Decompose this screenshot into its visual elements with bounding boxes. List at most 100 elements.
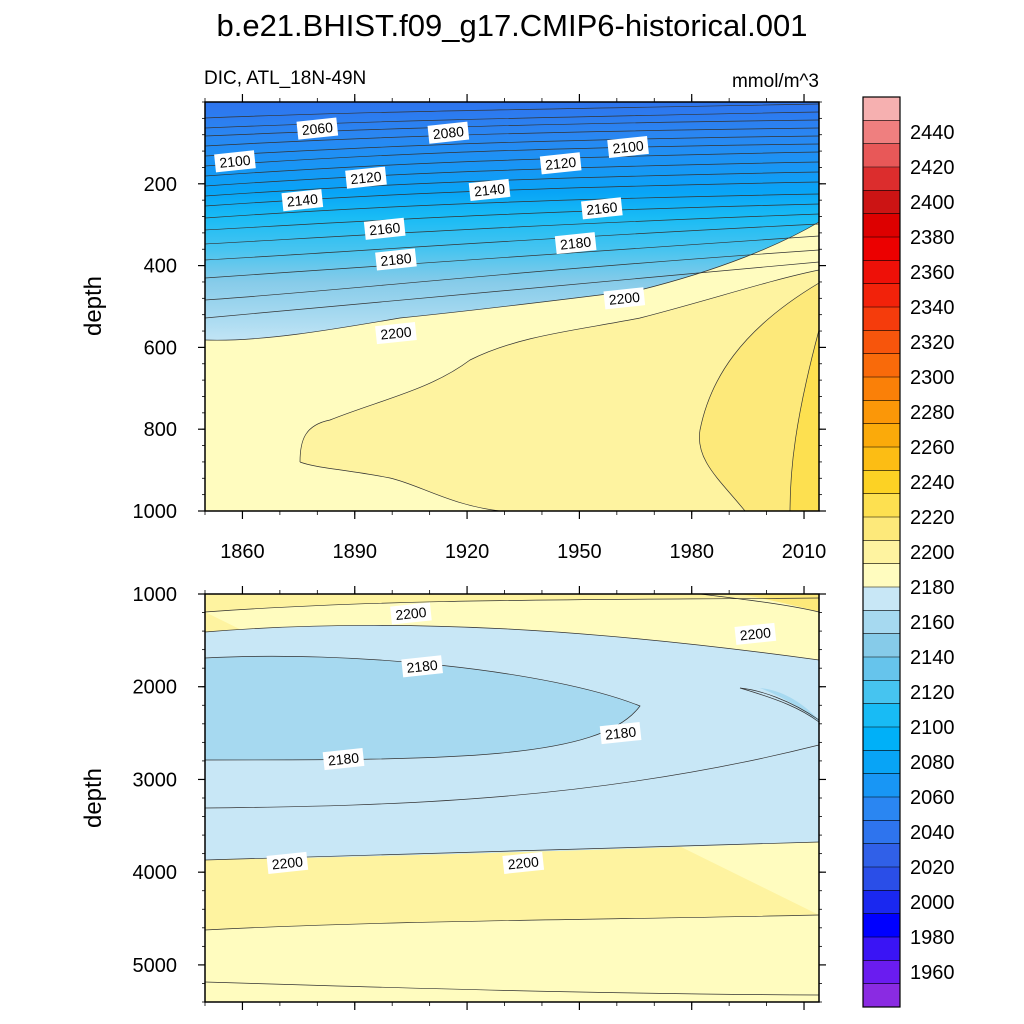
contour-label-text: 2180 [604, 723, 637, 742]
colorbar-label: 2320 [910, 332, 955, 354]
contour-label-text: 2180 [327, 749, 360, 768]
contour-label: 2160 [581, 197, 623, 220]
colorbar-swatch [863, 937, 900, 961]
contour-label-text: 2180 [559, 233, 592, 252]
contour-label: 2140 [468, 178, 511, 201]
contour-label-bg [607, 135, 649, 159]
colorbar-label: 2200 [910, 542, 955, 564]
xtick-label: 2010 [782, 541, 827, 563]
colorbar-swatch [863, 213, 900, 238]
colorbar-label: 2220 [910, 507, 955, 529]
colorbar-label: 1960 [910, 962, 955, 984]
colorbar-label: 2160 [910, 612, 955, 634]
colorbar-swatch [863, 890, 900, 914]
top-contour-labels: 2060 2080 2100 2100 2120 2120 2140 2140 2160 2160… [214, 117, 649, 345]
contour-label: 2200 [266, 851, 309, 874]
bottom-ylabel: depth [80, 768, 107, 828]
colorbar-swatch [863, 190, 900, 214]
ytick-label: 1000 [133, 501, 178, 523]
contour-label: 2200 [375, 322, 417, 345]
colorbar-label: 2280 [910, 402, 955, 424]
contour-label-bg [363, 217, 406, 240]
xtick-label: 1890 [333, 541, 378, 563]
colorbar-swatch [863, 447, 900, 471]
colorbar-swatch [863, 983, 900, 1008]
top-panel: 2060 2080 2100 2100 2120 2120 2140 2140 2160 2160… [205, 102, 819, 511]
colorbar-swatch [863, 633, 900, 658]
colorbar-label: 2000 [910, 892, 955, 914]
colorbar-swatch [863, 960, 900, 984]
ytick-label: 4000 [133, 862, 178, 884]
contour-label: 2180 [554, 232, 597, 255]
colorbar-swatch [863, 97, 900, 121]
contour-label-text: 2100 [612, 137, 645, 156]
contour-label: 2120 [345, 166, 387, 189]
contour-label-text: 2200 [271, 853, 304, 872]
units-label: mmol/m^3 [732, 71, 819, 92]
contour-label-text: 2200 [507, 853, 540, 872]
ytick-label: 1000 [133, 584, 178, 606]
contour-label-text: 2200 [395, 604, 428, 623]
colorbar-swatch [863, 610, 900, 634]
contour-label-text: 2140 [286, 191, 319, 210]
contour-label-text: 2200 [739, 624, 772, 643]
top-axis-ticks: 200 400 600 800 1000 1860 1890 1920 1950 1980 2010 [133, 94, 827, 563]
contour-label-bg [375, 322, 417, 345]
contour-label: 2200 [603, 287, 646, 310]
colorbar-swatch [863, 307, 900, 331]
colorbar-swatch [863, 120, 900, 144]
contour-label: 2180 [375, 248, 417, 271]
contour-label-text: 2160 [368, 219, 401, 238]
colorbar-swatch [863, 493, 900, 518]
colorbar-label: 2080 [910, 752, 955, 774]
contour-label: 2120 [539, 152, 582, 175]
xtick-label: 1860 [220, 541, 265, 563]
colorbar-label: 2120 [910, 682, 955, 704]
colorbar-label: 2240 [910, 472, 955, 494]
colorbar-swatch [863, 167, 900, 191]
contour-label-text: 2200 [380, 323, 413, 342]
colorbar-label: 2040 [910, 822, 955, 844]
colorbar-swatch [863, 727, 900, 751]
contour-label-bg [502, 851, 545, 874]
top-panel-frame [204, 101, 820, 512]
contour-label-text: 2140 [473, 180, 506, 199]
top-region-2220 [300, 270, 819, 511]
contour-label-text: 2060 [301, 119, 334, 138]
ytick-label: 400 [144, 256, 177, 278]
colorbar-swatch [863, 423, 900, 448]
colorbar-swatch [863, 680, 900, 704]
colorbar-label: 2360 [910, 262, 955, 284]
contour-label: 2140 [281, 189, 324, 212]
colorbar-swatch [863, 750, 900, 774]
contour-label-bg [266, 851, 309, 874]
colorbar-swatch [863, 283, 900, 308]
contour-label-bg [603, 287, 646, 310]
colorbar-label: 2440 [910, 122, 955, 144]
top-region-2240 [699, 283, 819, 511]
contour-label-text: 2120 [544, 154, 577, 173]
colorbar-label: 2140 [910, 647, 955, 669]
ytick-label: 3000 [133, 769, 178, 791]
contour-label-bg [375, 248, 417, 271]
contour-label-bg [581, 197, 623, 220]
contour-label: 2100 [607, 135, 649, 159]
contour-label-bg [322, 748, 365, 771]
colorbar-swatch [863, 843, 900, 868]
bottom-axis-ticks: 1000 2000 3000 4000 5000 [133, 584, 826, 1010]
contour-label-bg [345, 166, 387, 189]
bottom-region-2160 [205, 656, 640, 760]
colorbar-swatch [863, 400, 900, 424]
colorbar-swatch [863, 913, 900, 938]
variable-label: DIC, ATL_18N-49N [204, 68, 366, 89]
colorbar-swatch [863, 540, 900, 564]
contour-label-bg [427, 121, 470, 144]
contour-label-text: 2160 [586, 199, 619, 218]
contour-label: 2200 [734, 622, 777, 645]
colorbar-swatch [863, 773, 900, 798]
xtick-label: 1950 [557, 541, 602, 563]
contour-label-bg [281, 189, 324, 212]
contour-label: 2080 [427, 121, 470, 144]
top-region-2260 [790, 330, 819, 511]
